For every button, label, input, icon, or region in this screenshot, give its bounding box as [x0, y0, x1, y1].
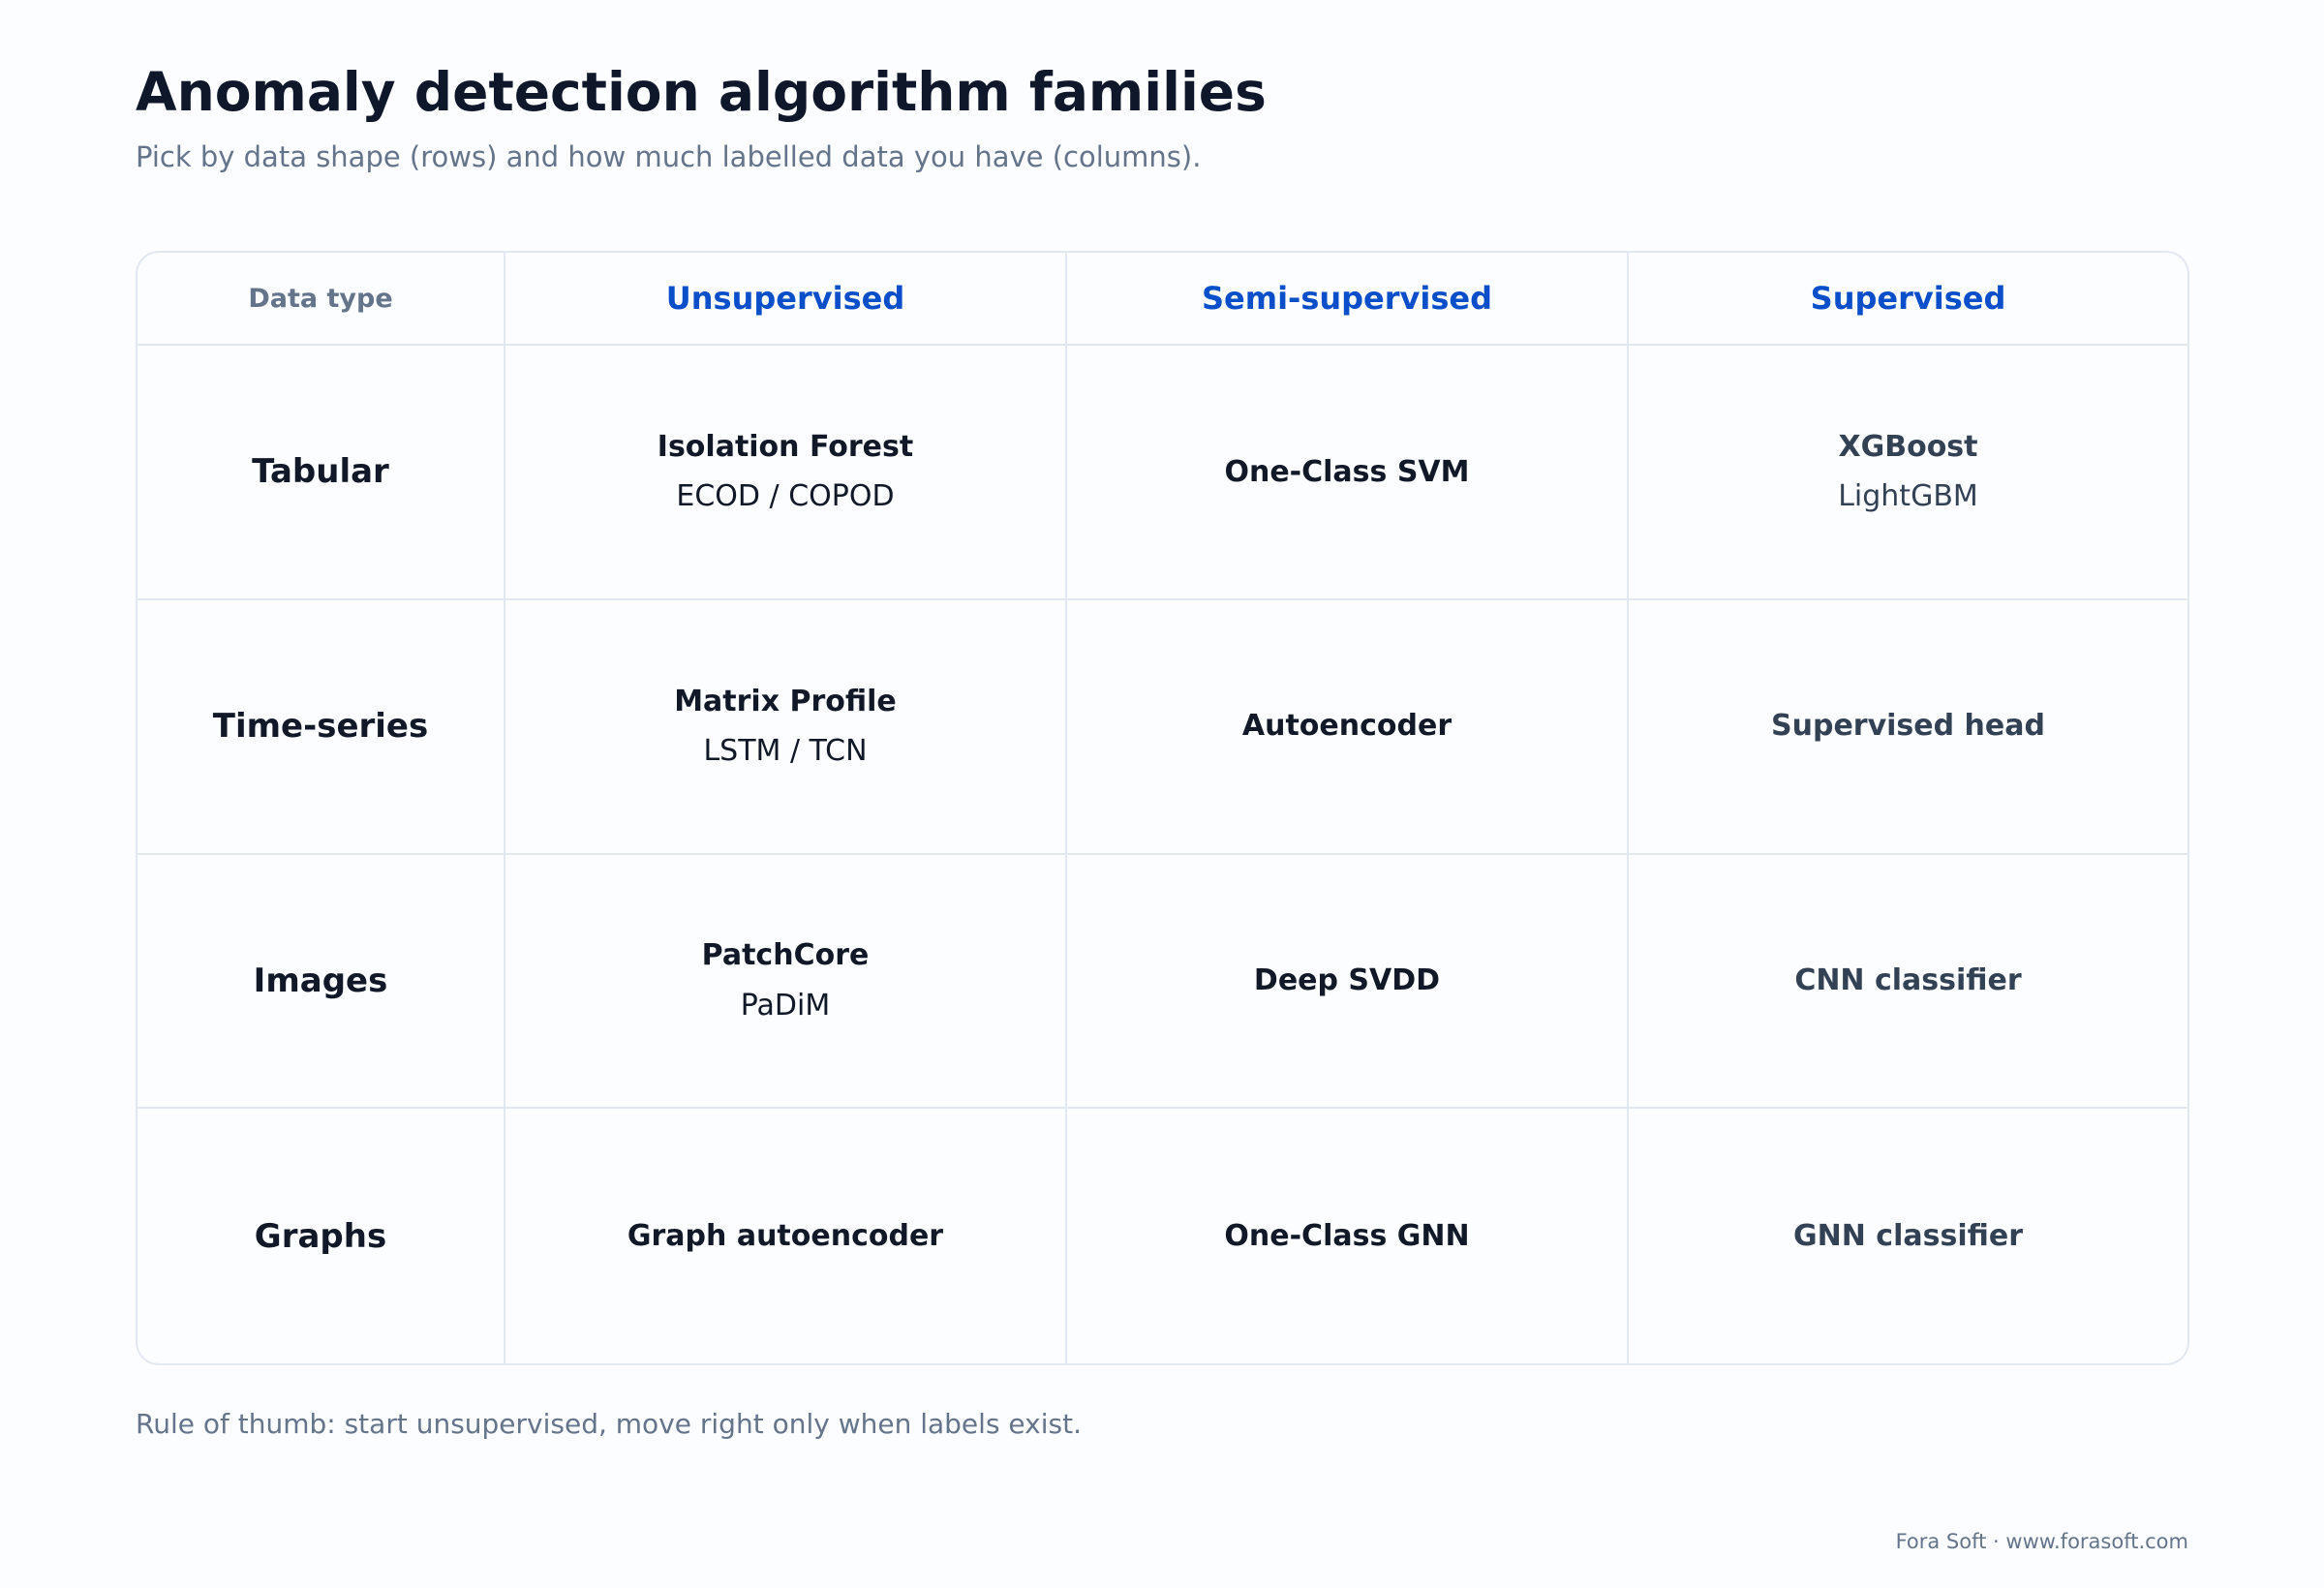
rule-of-thumb-note: Rule of thumb: start unsupervised, move … — [136, 1408, 1082, 1440]
row-label-images: Images — [138, 854, 505, 1110]
corner-header: Data type — [138, 253, 505, 346]
page-title: Anomaly detection algorithm families — [136, 61, 1267, 123]
column-header-supervised: Supervised — [1629, 253, 2187, 346]
algo-secondary: LightGBM — [1838, 479, 1978, 514]
algo-primary: CNN classifier — [1794, 963, 2022, 998]
row-label-graphs: Graphs — [138, 1109, 505, 1363]
algo-secondary: LSTM / TCN — [703, 734, 868, 769]
algo-primary: GNN classifier — [1793, 1218, 2023, 1253]
credit-line: Fora Soft · www.forasoft.com — [1895, 1530, 2188, 1553]
cell-time-series-semi-supervised: Autoencoder — [1067, 599, 1629, 855]
cell-graphs-supervised: GNN classifier — [1629, 1109, 2187, 1363]
cell-time-series-supervised: Supervised head — [1629, 600, 2187, 855]
algo-primary: Autoencoder — [1241, 709, 1452, 744]
cell-graphs-semi-supervised: One-Class GNN — [1067, 1109, 1629, 1363]
algo-primary: Supervised head — [1771, 709, 2045, 744]
row-label-tabular: Tabular — [138, 346, 505, 600]
algo-primary: Isolation Forest — [657, 429, 914, 464]
cell-graphs-unsupervised: Graph autoencoder — [505, 1109, 1067, 1363]
algorithm-matrix: Data type Unsupervised Semi-supervised S… — [136, 251, 2189, 1365]
cell-images-unsupervised: PatchCore PaDiM — [505, 854, 1067, 1110]
page-subtitle: Pick by data shape (rows) and how much l… — [136, 140, 1202, 173]
column-header-semi-supervised: Semi-supervised — [1067, 253, 1629, 346]
column-header-unsupervised: Unsupervised — [505, 253, 1067, 346]
algo-primary: One-Class SVM — [1224, 454, 1470, 489]
cell-tabular-supervised: XGBoost LightGBM — [1629, 346, 2187, 600]
algo-primary: Deep SVDD — [1253, 963, 1441, 998]
algo-primary: XGBoost — [1838, 429, 1978, 464]
algo-primary: Matrix Profile — [674, 684, 897, 718]
algo-primary: One-Class GNN — [1224, 1218, 1470, 1253]
cell-images-semi-supervised: Deep SVDD — [1067, 854, 1629, 1110]
algo-primary: Graph autoencoder — [627, 1218, 944, 1253]
cell-tabular-semi-supervised: One-Class SVM — [1067, 346, 1629, 600]
row-label-time-series: Time-series — [138, 599, 505, 855]
algo-primary: PatchCore — [701, 938, 870, 973]
cell-images-supervised: CNN classifier — [1629, 855, 2187, 1110]
cell-tabular-unsupervised: Isolation Forest ECOD / COPOD — [505, 346, 1067, 600]
cell-time-series-unsupervised: Matrix Profile LSTM / TCN — [505, 599, 1067, 855]
algo-secondary: PaDiM — [740, 988, 831, 1023]
algo-secondary: ECOD / COPOD — [676, 479, 895, 514]
